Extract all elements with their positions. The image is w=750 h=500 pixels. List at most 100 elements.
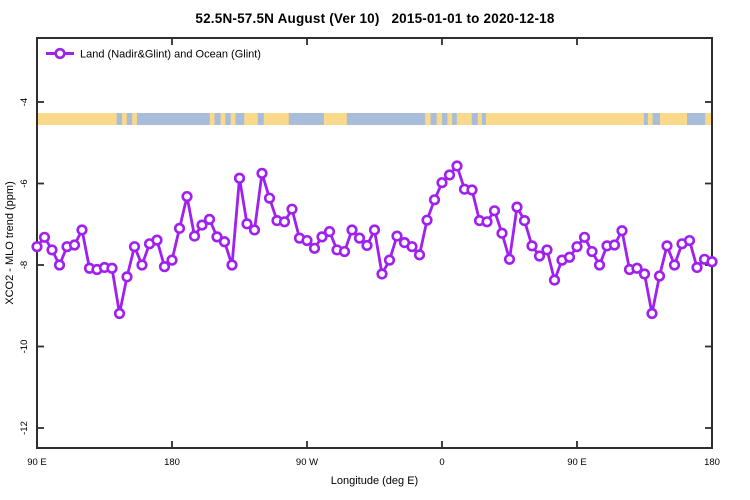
data-point-marker [68, 239, 81, 251]
data-point-marker [338, 245, 351, 258]
data-point-marker [406, 241, 418, 253]
data-point-marker [226, 259, 238, 271]
x-tick-label: 180 [164, 457, 180, 468]
x-tick-label: 90 W [296, 457, 318, 468]
data-point-marker [488, 205, 501, 217]
x-tick-label: 90 E [27, 457, 47, 468]
data-point-marker [76, 224, 88, 236]
map-band-land-segment [447, 113, 453, 125]
map-band-ocean-segment [126, 113, 133, 125]
map-band-ocean-segment [346, 113, 465, 125]
data-point-marker [106, 262, 118, 274]
data-point-marker [256, 167, 268, 179]
data-point-marker [376, 268, 388, 280]
data-point-marker [518, 214, 531, 227]
data-point-marker [631, 262, 643, 274]
y-axis-title: XCO2 - MLO trend (ppm) [4, 181, 16, 304]
data-point-marker [368, 224, 381, 236]
data-point-marker [466, 184, 478, 196]
data-point-marker [233, 172, 246, 184]
data-point-marker [158, 261, 171, 273]
data-point-marker [211, 231, 223, 243]
data-point-marker [286, 203, 298, 215]
data-point-marker [121, 271, 133, 283]
data-point-marker [166, 254, 178, 266]
map-band-land-segment [220, 113, 226, 125]
data-point-marker [301, 234, 313, 247]
data-point-marker [136, 259, 148, 271]
data-point-marker [218, 236, 231, 248]
data-point-marker [481, 216, 493, 228]
x-tick-label: 0 [439, 457, 444, 468]
data-point-marker [578, 231, 591, 243]
data-point-marker [323, 225, 336, 238]
data-point-marker [683, 234, 696, 247]
map-band-ocean-segment [116, 113, 123, 125]
data-point-marker [541, 244, 553, 256]
map-band-ocean-segment [257, 113, 264, 125]
map-band-ocean-segment [288, 113, 324, 125]
data-point-marker [451, 160, 463, 172]
map-band-ocean-segment [687, 113, 706, 125]
data-point-marker [196, 219, 208, 231]
map-band-land-segment [647, 113, 653, 125]
data-point-marker [151, 234, 163, 246]
data-point-marker [511, 201, 523, 213]
data-point-marker [241, 218, 253, 230]
data-point-marker [46, 244, 58, 256]
data-point-marker [31, 241, 43, 253]
x-tick-label: 180 [704, 457, 720, 468]
data-point-marker [526, 240, 538, 252]
data-point-marker [391, 230, 403, 242]
data-point-marker [316, 231, 328, 243]
y-tick-label: -10 [19, 340, 30, 354]
data-point-marker [608, 239, 621, 251]
data-point-marker [113, 307, 126, 320]
map-band-ocean-segment [136, 113, 245, 125]
map-band-land-segment [456, 113, 465, 125]
map-band-land-segment [425, 113, 431, 125]
x-tick-label: 90 E [567, 457, 587, 468]
y-tick-label: -8 [19, 261, 30, 269]
map-band-land-segment [230, 113, 236, 125]
data-point-marker [181, 190, 193, 203]
data-point-marker [413, 249, 426, 261]
data-point-marker [653, 270, 666, 282]
data-point-marker [548, 274, 561, 286]
data-point-marker [421, 214, 433, 226]
data-point-marker [278, 216, 291, 228]
data-point-marker [436, 177, 448, 189]
data-point-marker [128, 241, 141, 253]
data-point-marker [616, 225, 628, 237]
data-point-marker [706, 256, 718, 268]
data-point-marker [691, 261, 703, 274]
data-point-marker [361, 239, 373, 252]
data-point-marker [173, 222, 186, 234]
data-point-marker [496, 227, 508, 239]
data-point-marker [593, 259, 606, 271]
page-title: 52.5N-57.5N August (Ver 10) 2015-01-01 t… [195, 11, 555, 26]
data-point-marker [188, 230, 201, 242]
data-point-marker [533, 250, 546, 262]
data-point-marker [563, 251, 576, 263]
data-point-marker [571, 241, 583, 253]
data-point-marker [503, 253, 516, 265]
data-point-marker [383, 254, 396, 266]
legend-label: Land (Nadir&Glint) and Ocean (Glint) [80, 49, 261, 61]
data-point-marker [346, 224, 358, 236]
y-tick-label: -4 [19, 98, 30, 106]
y-tick-label: -6 [19, 179, 30, 187]
map-band-land-segment [209, 113, 215, 125]
data-point-marker [53, 259, 66, 271]
data-point-marker [668, 259, 681, 271]
map-band-land-segment [436, 113, 442, 125]
map-band-ocean-segment [481, 113, 486, 125]
data-point-marker [263, 192, 276, 204]
data-point-marker [586, 245, 598, 258]
data-point-marker [428, 194, 441, 206]
data-point-marker [646, 307, 658, 320]
x-axis-title: Longitude (deg E) [331, 475, 418, 487]
data-point-marker [661, 240, 673, 252]
